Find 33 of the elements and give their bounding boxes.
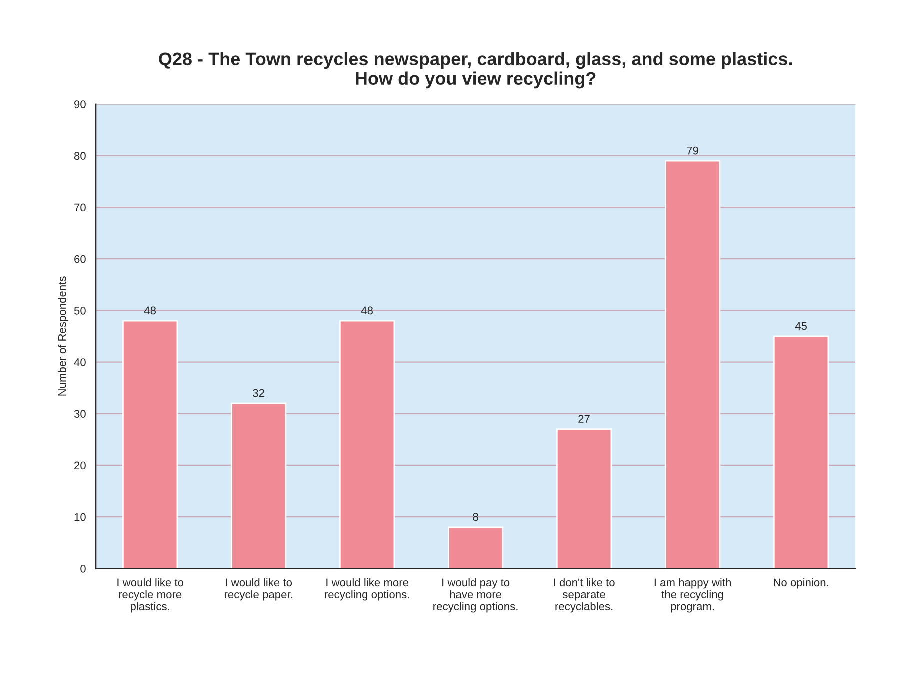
x-tick-label: I would like to recycle more plastics. [118, 578, 184, 613]
y-tick-label: 0 [80, 564, 86, 573]
bar [664, 160, 721, 569]
y-tick-label: 20 [74, 462, 86, 470]
data-label: 27 [578, 415, 590, 423]
y-tick-label: 40 [74, 358, 86, 366]
data-label: 45 [795, 322, 807, 330]
data-label: 32 [253, 389, 264, 398]
x-tick-label: I would like more recycling options. [325, 578, 410, 601]
chart-title: Q28 - The Town recycles newspaper, cardboard, glass, and some plastics. How do you view recycling? [159, 52, 792, 89]
y-tick-label: 90 [74, 100, 86, 108]
data-label: 48 [361, 306, 374, 315]
y-tick-label: 30 [74, 410, 86, 418]
x-tick-label: No opinion. [774, 578, 828, 589]
x-tick-label: I don't like to separate recyclables. [554, 578, 615, 613]
x-tick-label: I would pay to have more recycling options. [434, 578, 518, 613]
y-tick-label: 10 [74, 513, 86, 522]
bar [339, 320, 396, 569]
data-label: 79 [687, 146, 698, 155]
bar [556, 428, 612, 569]
y-tick-label: 50 [74, 306, 86, 315]
y-tick-label: 60 [74, 255, 86, 264]
data-label: 48 [144, 306, 156, 315]
bar [122, 320, 178, 569]
x-tick-label: I would like to recycle paper. [224, 578, 292, 601]
data-label: 8 [473, 513, 478, 522]
bar [230, 402, 287, 569]
bar [773, 336, 830, 569]
bar [448, 526, 504, 569]
y-tick-label: 70 [74, 204, 86, 212]
x-tick-label: I am happy with the recycling program. [654, 578, 731, 613]
y-axis-title: Number of Respondents [58, 276, 68, 396]
y-tick-label: 80 [74, 152, 86, 160]
